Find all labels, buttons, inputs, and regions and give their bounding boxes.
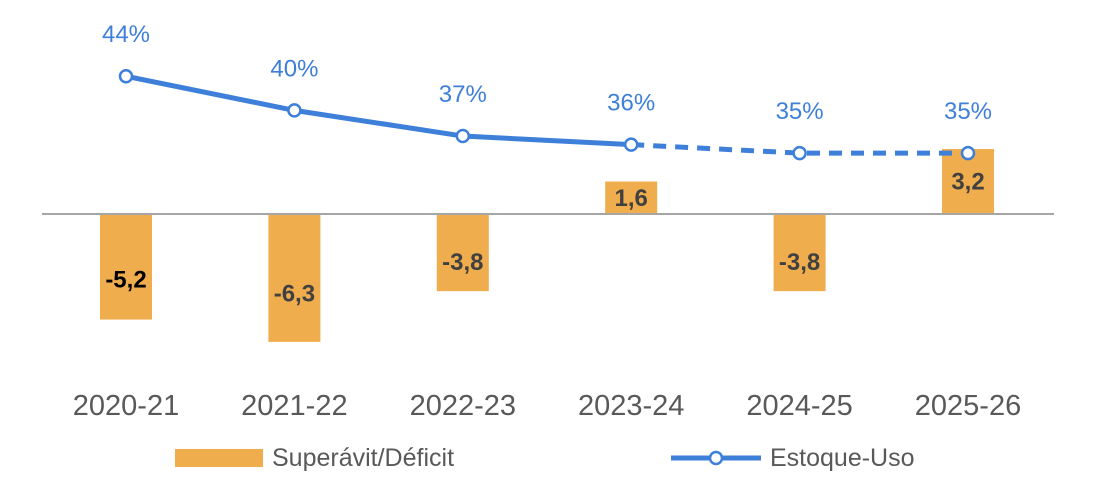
line-point <box>455 128 471 144</box>
line-point <box>287 103 302 118</box>
x-tick-label: 2025-26 <box>915 390 1021 422</box>
line-projected <box>631 142 968 156</box>
line-value-label: 35% <box>944 98 992 125</box>
bar-2023-24 <box>605 181 658 214</box>
line-value-labels: 44% 40% 37% 36% 35% 35% <box>102 21 992 125</box>
legend-swatch-marker <box>708 450 724 466</box>
bar-2020-21 <box>100 214 152 320</box>
line-value-label: 40% <box>270 55 318 82</box>
line-point <box>623 137 639 152</box>
line-point <box>960 145 976 161</box>
line-point <box>118 68 134 84</box>
bar-2022-23 <box>436 214 489 292</box>
bar-value-labels: -5,2 -6,3 -3,8 1,6 -3,8 3,2 <box>105 169 984 308</box>
bar-value-label: -3,8 <box>442 249 483 276</box>
bar-2024-25 <box>773 214 826 292</box>
line-value-label: 44% <box>102 21 150 48</box>
bar-value-label: 3,2 <box>951 169 984 196</box>
line-value-label: 35% <box>776 98 824 125</box>
bar-2021-22 <box>268 214 321 342</box>
x-tick-label: 2021-22 <box>241 390 347 422</box>
x-tick-label: 2023-24 <box>578 390 684 422</box>
bar-value-label: -6,3 <box>274 280 315 307</box>
line-value-label: 37% <box>439 81 487 108</box>
x-tick-label: 2022-23 <box>410 390 516 422</box>
bar-value-label: -5,2 <box>105 266 146 293</box>
legend-swatch-bar <box>175 449 263 467</box>
legend-label-line: Estoque-Uso <box>770 444 915 472</box>
legend-label-bar: Superávit/Déficit <box>272 444 454 472</box>
bar-value-label: 1,6 <box>615 185 648 212</box>
line-point <box>792 145 807 161</box>
x-tick-label: 2024-25 <box>746 390 852 422</box>
x-tick-label: 2020-21 <box>73 390 179 422</box>
legend: Superávit/Déficit Estoque-Uso <box>175 444 915 472</box>
line-actual <box>125 73 632 148</box>
bar-series <box>100 149 994 342</box>
line-value-label: 36% <box>607 90 655 117</box>
line-series <box>118 68 976 161</box>
bar-value-label: -3,8 <box>779 249 820 276</box>
x-axis-tick-labels: 2020-21 2021-22 2022-23 2023-24 2024-25 2025-… <box>73 390 1021 422</box>
